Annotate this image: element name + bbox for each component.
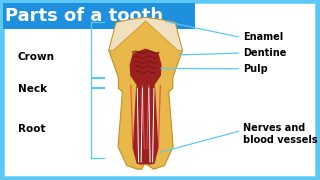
Text: Neck: Neck bbox=[18, 84, 47, 94]
Text: Crown: Crown bbox=[18, 52, 55, 62]
Text: Nerves and
blood vessels: Nerves and blood vessels bbox=[243, 123, 318, 145]
FancyBboxPatch shape bbox=[3, 3, 195, 29]
Text: Enamel: Enamel bbox=[243, 32, 284, 42]
Polygon shape bbox=[109, 17, 182, 50]
Text: Parts of a tooth: Parts of a tooth bbox=[5, 7, 163, 25]
Text: Dentine: Dentine bbox=[243, 48, 287, 58]
Text: Pulp: Pulp bbox=[243, 64, 268, 74]
FancyBboxPatch shape bbox=[2, 1, 318, 179]
Polygon shape bbox=[109, 17, 182, 169]
Text: Root: Root bbox=[18, 124, 45, 134]
Polygon shape bbox=[130, 49, 162, 165]
